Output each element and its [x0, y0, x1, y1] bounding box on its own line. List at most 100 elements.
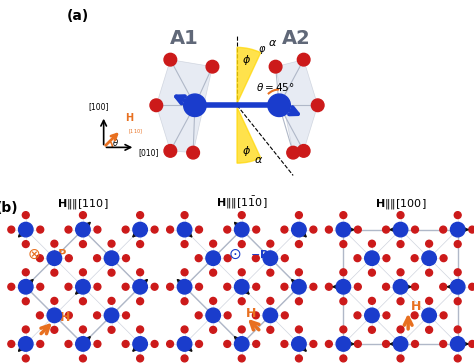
Circle shape — [123, 312, 129, 319]
Circle shape — [22, 355, 29, 362]
Circle shape — [167, 226, 173, 233]
Circle shape — [181, 355, 188, 362]
Circle shape — [368, 240, 375, 247]
Circle shape — [282, 255, 288, 262]
Circle shape — [368, 297, 375, 304]
Circle shape — [181, 212, 188, 219]
Circle shape — [133, 223, 147, 237]
Circle shape — [311, 99, 324, 111]
Circle shape — [108, 269, 115, 276]
Circle shape — [326, 340, 332, 347]
Circle shape — [94, 340, 101, 347]
Circle shape — [340, 326, 347, 333]
Circle shape — [18, 280, 33, 294]
Circle shape — [8, 284, 15, 290]
Circle shape — [167, 284, 173, 290]
Circle shape — [340, 298, 347, 305]
Circle shape — [210, 240, 217, 247]
Circle shape — [295, 269, 302, 276]
Circle shape — [51, 326, 58, 333]
Circle shape — [383, 255, 390, 262]
Circle shape — [51, 269, 58, 276]
Circle shape — [281, 340, 288, 347]
Bar — [343, 230, 458, 344]
Text: $\alpha$: $\alpha$ — [254, 155, 264, 166]
Text: $\theta = 45°$: $\theta = 45°$ — [256, 81, 295, 93]
Circle shape — [37, 284, 44, 290]
Circle shape — [94, 226, 101, 233]
Circle shape — [454, 326, 461, 333]
Circle shape — [22, 298, 29, 305]
Circle shape — [440, 284, 447, 290]
Circle shape — [22, 326, 29, 333]
Circle shape — [133, 337, 147, 351]
Circle shape — [450, 280, 465, 294]
Circle shape — [196, 284, 202, 290]
Circle shape — [210, 297, 217, 304]
Circle shape — [469, 226, 474, 233]
Circle shape — [383, 284, 390, 290]
Circle shape — [336, 223, 351, 237]
Circle shape — [397, 269, 404, 276]
Circle shape — [137, 298, 144, 305]
Circle shape — [354, 312, 361, 319]
Circle shape — [18, 337, 33, 351]
Circle shape — [195, 312, 202, 319]
Circle shape — [411, 340, 419, 347]
Circle shape — [210, 326, 217, 333]
Text: [100]: [100] — [88, 103, 109, 111]
Circle shape — [310, 284, 317, 290]
Circle shape — [181, 326, 188, 333]
Title: $\mathbf{H}\|\|[1\bar{1}0]$: $\mathbf{H}\|\|[1\bar{1}0]$ — [216, 194, 267, 211]
Circle shape — [365, 308, 379, 323]
Circle shape — [164, 144, 177, 157]
Circle shape — [368, 269, 375, 276]
Circle shape — [310, 226, 317, 233]
Circle shape — [393, 280, 408, 294]
Circle shape — [151, 340, 158, 347]
Circle shape — [281, 226, 288, 233]
Circle shape — [295, 326, 302, 333]
Circle shape — [383, 312, 390, 319]
Text: $_{[110]}$: $_{[110]}$ — [128, 128, 143, 136]
Text: (b): (b) — [0, 201, 18, 215]
Circle shape — [65, 226, 72, 233]
Text: (a): (a) — [67, 9, 89, 23]
Circle shape — [122, 226, 129, 233]
Circle shape — [282, 312, 288, 319]
Circle shape — [340, 212, 347, 219]
Circle shape — [267, 269, 274, 276]
Circle shape — [238, 241, 245, 248]
Circle shape — [383, 340, 390, 347]
Circle shape — [397, 298, 404, 305]
Circle shape — [238, 269, 245, 276]
Circle shape — [94, 312, 100, 319]
Circle shape — [383, 226, 390, 233]
Circle shape — [426, 240, 433, 247]
Wedge shape — [237, 107, 261, 163]
Circle shape — [393, 223, 408, 237]
Circle shape — [295, 298, 302, 305]
Circle shape — [297, 53, 310, 66]
Circle shape — [65, 340, 72, 347]
Circle shape — [181, 269, 188, 276]
Circle shape — [22, 212, 29, 219]
Circle shape — [238, 298, 245, 305]
Circle shape — [80, 241, 86, 248]
Circle shape — [196, 226, 202, 233]
Circle shape — [340, 241, 347, 248]
Circle shape — [253, 312, 259, 319]
Circle shape — [253, 284, 260, 290]
Circle shape — [295, 355, 302, 362]
Circle shape — [454, 269, 461, 276]
Circle shape — [137, 212, 144, 219]
Circle shape — [469, 340, 474, 347]
Circle shape — [150, 99, 163, 111]
Circle shape — [196, 340, 202, 347]
Circle shape — [297, 144, 310, 157]
Circle shape — [440, 340, 447, 347]
Text: $\mathbf{H}$: $\mathbf{H}$ — [410, 300, 421, 313]
Circle shape — [47, 308, 62, 323]
Circle shape — [426, 269, 433, 276]
Circle shape — [238, 212, 245, 219]
